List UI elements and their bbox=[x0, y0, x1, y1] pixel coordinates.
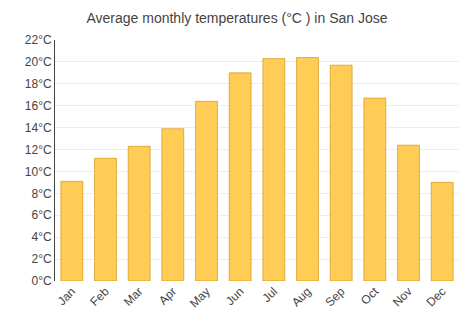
svg-text:22°C: 22°C bbox=[25, 33, 52, 47]
svg-text:Sep: Sep bbox=[323, 284, 348, 309]
svg-text:16°C: 16°C bbox=[25, 99, 52, 113]
svg-text:Jul: Jul bbox=[259, 284, 280, 305]
svg-text:6°C: 6°C bbox=[31, 208, 51, 222]
svg-text:10°C: 10°C bbox=[25, 165, 52, 179]
svg-text:Oct: Oct bbox=[358, 284, 382, 308]
svg-text:Dec: Dec bbox=[424, 284, 449, 309]
svg-text:May: May bbox=[187, 284, 213, 310]
svg-text:12°C: 12°C bbox=[25, 143, 52, 157]
svg-text:Jan: Jan bbox=[55, 284, 79, 308]
svg-text:2°C: 2°C bbox=[31, 252, 51, 266]
svg-text:Mar: Mar bbox=[121, 284, 146, 309]
svg-text:Aug: Aug bbox=[289, 284, 314, 309]
svg-text:18°C: 18°C bbox=[25, 77, 52, 91]
svg-text:Apr: Apr bbox=[156, 284, 179, 307]
svg-text:20°C: 20°C bbox=[25, 55, 52, 69]
svg-text:Feb: Feb bbox=[87, 284, 112, 309]
svg-text:Jun: Jun bbox=[223, 284, 247, 308]
svg-text:4°C: 4°C bbox=[31, 230, 51, 244]
svg-text:Average monthly temperatures (: Average monthly temperatures (°C ) in Sa… bbox=[86, 10, 387, 26]
svg-text:Nov: Nov bbox=[390, 284, 415, 309]
svg-text:8°C: 8°C bbox=[31, 187, 51, 201]
svg-text:14°C: 14°C bbox=[25, 121, 52, 135]
svg-text:0°C: 0°C bbox=[31, 274, 51, 288]
